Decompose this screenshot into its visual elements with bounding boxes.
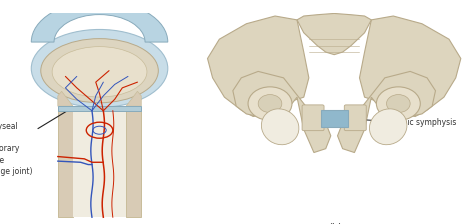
Circle shape [376, 87, 420, 120]
Ellipse shape [369, 109, 407, 145]
Circle shape [248, 87, 292, 120]
Polygon shape [126, 91, 141, 106]
Polygon shape [58, 106, 141, 111]
Wedge shape [31, 1, 168, 42]
Polygon shape [58, 91, 73, 106]
Polygon shape [297, 13, 371, 55]
Ellipse shape [261, 109, 299, 145]
Polygon shape [233, 71, 331, 153]
Ellipse shape [31, 30, 168, 107]
Text: Pubic symphysis: Pubic symphysis [352, 118, 456, 127]
Circle shape [258, 95, 282, 113]
Circle shape [386, 95, 410, 113]
Polygon shape [208, 16, 309, 116]
FancyBboxPatch shape [302, 105, 324, 131]
Text: Epiphyseal
plate
(temporary
hyaline
cartilage joint): Epiphyseal plate (temporary hyaline cart… [0, 110, 69, 176]
Ellipse shape [41, 39, 158, 103]
Polygon shape [359, 16, 461, 116]
Polygon shape [73, 110, 126, 217]
Ellipse shape [52, 47, 147, 97]
Text: (b): (b) [327, 222, 341, 224]
Polygon shape [58, 110, 73, 217]
Polygon shape [126, 110, 141, 217]
Polygon shape [337, 71, 436, 153]
FancyBboxPatch shape [344, 105, 366, 131]
Polygon shape [320, 110, 347, 127]
